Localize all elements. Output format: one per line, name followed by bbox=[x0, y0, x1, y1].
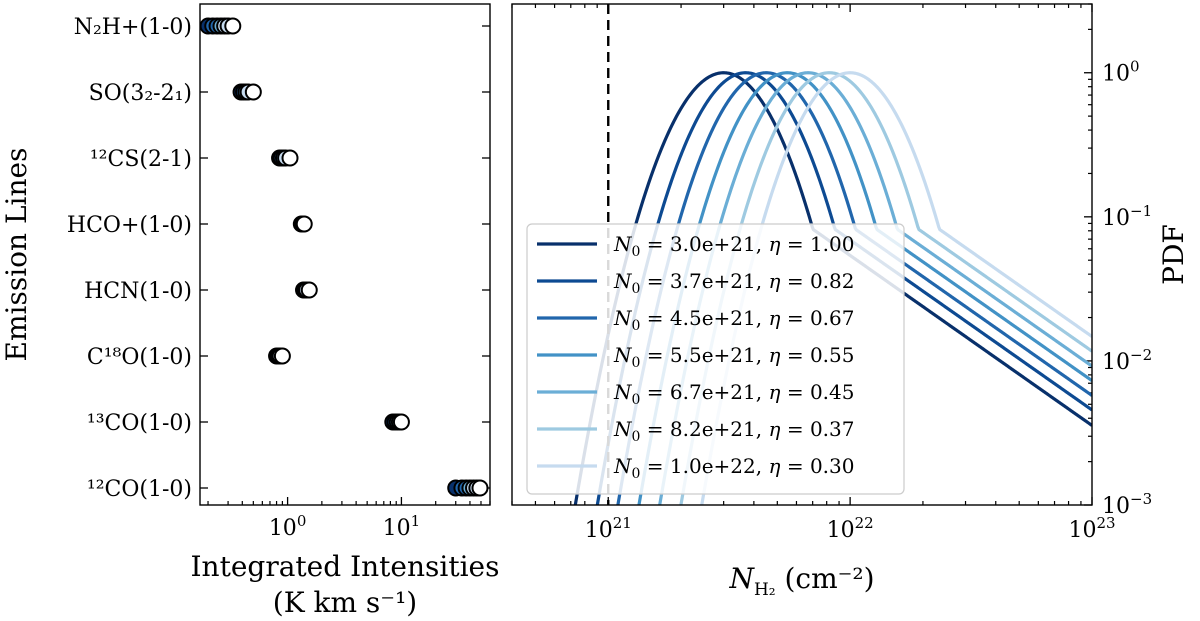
left-x-axis-units: (K km s⁻¹) bbox=[273, 586, 417, 619]
left-y-axis-label: Emission Lines bbox=[0, 148, 33, 362]
right-x-axis-label: NH₂ (cm⁻²) bbox=[728, 562, 874, 600]
left-x-tick-label: 101 bbox=[383, 512, 421, 541]
data-point bbox=[472, 481, 487, 496]
data-point bbox=[302, 283, 317, 298]
right-y-tick-label: 10−2 bbox=[1102, 346, 1152, 375]
data-point bbox=[394, 415, 409, 430]
category-label: SO(3₂-2₁) bbox=[89, 81, 192, 106]
figure: 100 101 N₂H+(1-0) SO(3₂-2₁) ¹²CS(2-1) HCO+(1-… bbox=[0, 0, 1200, 621]
legend-label: N0 = 8.2e+21, η = 0.37 bbox=[613, 417, 854, 445]
right-x-tick-label: 1021 bbox=[585, 514, 632, 543]
right-y-tick-label: 10−3 bbox=[1102, 490, 1152, 519]
legend-label: N0 = 3.0e+21, η = 1.00 bbox=[613, 232, 854, 260]
legend-label: N0 = 6.7e+21, η = 0.45 bbox=[613, 380, 854, 408]
category-label: ¹³CO(1-0) bbox=[87, 411, 192, 436]
left-panel: 100 101 N₂H+(1-0) SO(3₂-2₁) ¹²CS(2-1) HCO+(1-… bbox=[0, 4, 499, 619]
left-axes-frame bbox=[200, 4, 490, 505]
right-x-tick-label: 1022 bbox=[827, 514, 874, 543]
data-point bbox=[283, 151, 298, 166]
legend-label: N0 = 5.5e+21, η = 0.55 bbox=[613, 343, 854, 371]
right-y-tick-label: 10−1 bbox=[1102, 202, 1152, 231]
data-point bbox=[246, 85, 261, 100]
left-x-tick-label: 100 bbox=[269, 512, 307, 541]
category-label: HCO+(1-0) bbox=[67, 213, 192, 238]
data-point bbox=[275, 349, 290, 364]
legend-label: N0 = 3.7e+21, η = 0.82 bbox=[613, 269, 854, 297]
legend: N0 = 3.0e+21, η = 1.00 N0 = 3.7e+21, η = … bbox=[527, 224, 904, 494]
right-y-axis-label: PDF bbox=[1157, 224, 1190, 285]
category-label: ¹²CS(2-1) bbox=[90, 147, 192, 172]
left-x-axis-label: Integrated Intensities bbox=[191, 550, 500, 583]
right-y-tick-label: 100 bbox=[1102, 58, 1140, 87]
category-label: HCN(1-0) bbox=[84, 279, 192, 304]
category-label: C¹⁸O(1-0) bbox=[87, 345, 192, 370]
category-label: ¹²CO(1-0) bbox=[87, 477, 192, 502]
legend-label: N0 = 4.5e+21, η = 0.67 bbox=[613, 306, 854, 334]
data-point bbox=[297, 217, 312, 232]
category-label: N₂H+(1-0) bbox=[74, 15, 192, 40]
data-point bbox=[225, 19, 240, 34]
legend-label: N0 = 1.0e+22, η = 0.30 bbox=[613, 454, 854, 482]
